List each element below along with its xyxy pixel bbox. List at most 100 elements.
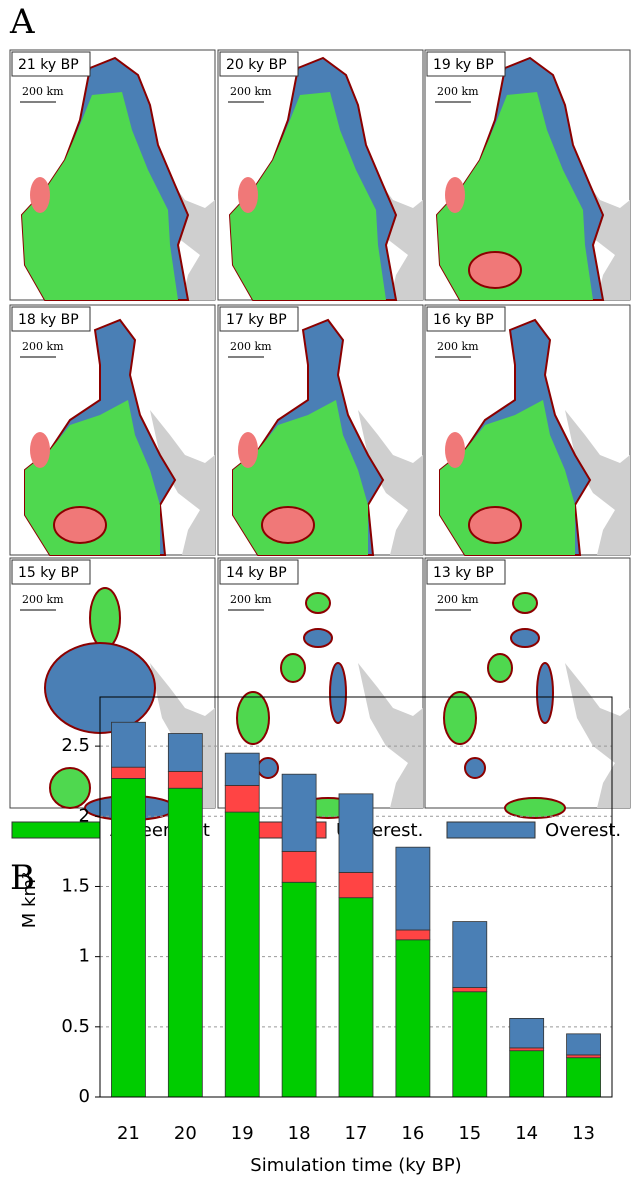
ice-under (468, 506, 522, 544)
bar-segment (167, 733, 203, 772)
map-title: 18 ky BP (18, 312, 79, 328)
y-tick-label: 1 (79, 946, 90, 967)
bar-segment (509, 1047, 545, 1052)
ice-extent (257, 757, 279, 779)
map-title: 15 ky BP (18, 565, 79, 581)
x-axis-title: Simulation time (ky BP) (250, 1155, 461, 1176)
panel-label: B (10, 858, 35, 898)
title-box (11, 306, 91, 332)
bar-segment (452, 991, 488, 1098)
x-tick-label: 15 (458, 1123, 481, 1144)
bar-segment (452, 921, 488, 988)
map-panel: 21 ky BP 200 km (9, 49, 216, 301)
y-tick-label: 2.5 (61, 735, 90, 756)
title-box (219, 51, 299, 77)
bar-segment (566, 1054, 601, 1059)
y-tick-label: 1.5 (61, 875, 90, 896)
scale-label: 200 km (22, 340, 64, 353)
ice-extent (443, 691, 477, 745)
title-box (11, 51, 91, 77)
scale-label: 200 km (437, 85, 479, 98)
ice-under (30, 432, 50, 468)
map-title: 20 ky BP (226, 57, 287, 73)
ice-under (468, 251, 522, 289)
scale-label: 200 km (230, 85, 272, 98)
bar-segment (509, 1018, 545, 1049)
bar-segment (338, 897, 374, 1098)
ice-under (238, 177, 258, 213)
land (150, 410, 215, 555)
x-tick-label: 21 (117, 1123, 140, 1144)
map-title: 13 ky BP (433, 565, 494, 581)
scale-label: 200 km (22, 593, 64, 606)
ice-extent (536, 662, 554, 724)
x-tick-label: 14 (515, 1123, 538, 1144)
bar-segment (281, 773, 317, 852)
ice-extent (510, 628, 540, 648)
x-tick-label: 16 (401, 1123, 424, 1144)
legend-swatch (446, 821, 536, 839)
bar-segment (281, 881, 317, 1098)
x-tick-label: 13 (572, 1123, 595, 1144)
title-box (426, 306, 506, 332)
ice-under (238, 432, 258, 468)
title-box (219, 306, 299, 332)
bar-segment (395, 929, 431, 941)
scale-label: 200 km (437, 593, 479, 606)
land (565, 663, 630, 808)
map-title: 16 ky BP (433, 312, 494, 328)
bar-segment (281, 850, 317, 883)
x-tick-label: 18 (288, 1123, 311, 1144)
ice-under (261, 506, 315, 544)
bar-segment (509, 1050, 545, 1098)
scale-label: 200 km (230, 340, 272, 353)
ice-extent (236, 691, 270, 745)
map-panel: 18 ky BP 200 km (9, 304, 216, 556)
ice-under (30, 177, 50, 213)
scale-label: 200 km (437, 340, 479, 353)
ice-under (445, 432, 465, 468)
ice-under (445, 177, 465, 213)
bar-segment (167, 770, 203, 789)
ice-extent (464, 757, 486, 779)
bar-segment (338, 872, 374, 899)
bar-segment (224, 785, 260, 813)
bar-segment (167, 787, 203, 1098)
map-title: 21 ky BP (18, 57, 79, 73)
y-tick-label: 0.5 (61, 1016, 90, 1037)
land (358, 410, 423, 555)
bar-segment (111, 766, 146, 779)
map-title: 19 ky BP (433, 57, 494, 73)
bar-segment (338, 793, 374, 873)
plot-frame (99, 696, 613, 1098)
bar-segment (566, 1057, 601, 1098)
ice-extent (504, 797, 566, 819)
ice-agree (230, 92, 386, 300)
map-panel: 13 ky BP 200 km (424, 557, 631, 819)
land (565, 410, 630, 555)
land (358, 663, 423, 808)
bar-segment (111, 778, 146, 1098)
y-axis-title: M km² (19, 872, 40, 928)
panel-label: A (9, 2, 35, 42)
bar-segment (224, 752, 260, 786)
map-panel: 17 ky BP 200 km (217, 304, 424, 556)
bar-segment (395, 846, 431, 931)
map-panel: 16 ky BP 200 km (424, 304, 631, 556)
map-title: 17 ky BP (226, 312, 287, 328)
x-tick-label: 17 (345, 1123, 368, 1144)
bar-segment (224, 811, 260, 1098)
title-box (11, 559, 91, 585)
bar-segment (111, 721, 146, 768)
scale-label: 200 km (230, 593, 272, 606)
x-tick-label: 19 (231, 1123, 254, 1144)
title-box (426, 559, 506, 585)
bar-segment (452, 987, 488, 993)
ice-agree (437, 92, 593, 300)
ice-extent (487, 653, 513, 683)
ice-agree (22, 92, 178, 300)
map-panel: 20 ky BP 200 km (217, 49, 424, 301)
ice-extent (305, 592, 331, 614)
